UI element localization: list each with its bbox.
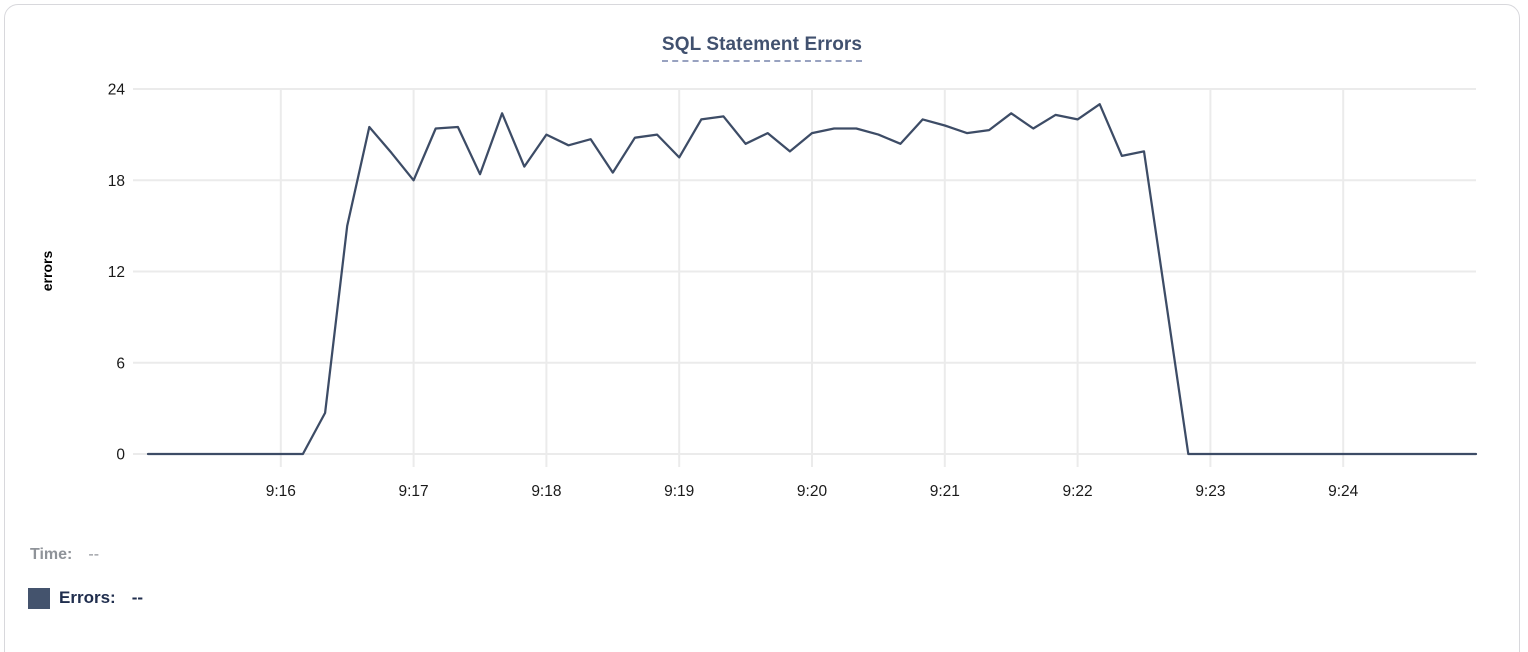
y-tick-label: 12 (108, 264, 125, 281)
time-readout-label: Time: (30, 546, 73, 563)
x-tick-label: 9:24 (1328, 483, 1359, 500)
errors-series-swatch-icon (28, 587, 50, 609)
errors-readout-label: Errors: (59, 588, 116, 607)
y-axis-title: errors (39, 251, 55, 292)
x-tick-label: 9:19 (664, 483, 694, 500)
chart-title-row: SQL Statement Errors (5, 34, 1519, 62)
x-tick-label: 9:17 (399, 483, 429, 500)
grid-lines (133, 88, 1476, 467)
errors-series-line (146, 103, 1478, 456)
time-readout-row: Time: -- (30, 542, 143, 568)
chart-title[interactable]: SQL Statement Errors (661, 34, 863, 62)
time-readout-value: -- (88, 546, 100, 563)
y-tick-label: 6 (116, 355, 125, 372)
errors-readout-row: Errors: -- (28, 585, 143, 611)
x-tick-label: 9:20 (797, 483, 828, 500)
y-tick-label: 18 (108, 173, 125, 190)
sql-errors-line-chart[interactable]: 0 6 12 18 24 9:16 9:17 9:18 9:19 9:20 9:21 9:22 9:23… (5, 5, 1528, 652)
x-tick-label: 9:23 (1195, 483, 1225, 500)
x-tick-label: 9:18 (531, 483, 561, 500)
x-axis-tick-labels: 9:16 9:17 9:18 9:19 9:20 9:21 9:22 9:23 9:24 (266, 483, 1359, 500)
chart-panel-card: SQL Statement Errors 0 6 12 18 24 9:16 9:17 9:1… (4, 4, 1520, 652)
x-tick-label: 9:21 (930, 483, 960, 500)
errors-readout-value: -- (131, 588, 144, 607)
hover-readout: Time: -- Errors: -- (28, 542, 143, 611)
y-tick-label: 24 (108, 82, 126, 99)
x-tick-label: 9:16 (266, 483, 296, 500)
x-tick-label: 9:22 (1063, 483, 1093, 500)
y-tick-label: 0 (116, 447, 125, 464)
y-axis-tick-labels: 0 6 12 18 24 (108, 82, 126, 464)
